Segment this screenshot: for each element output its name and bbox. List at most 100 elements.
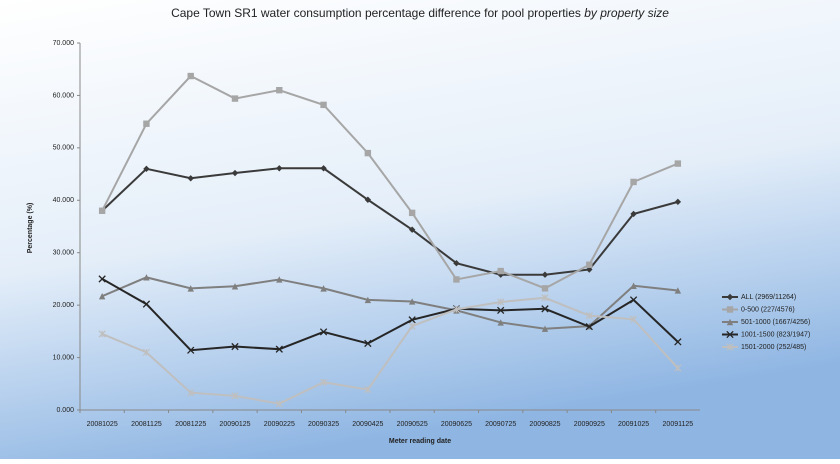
x-tick-label: 20090625 (441, 421, 472, 428)
data-point (319, 328, 328, 336)
data-point (187, 175, 194, 182)
legend-marker (726, 318, 734, 326)
data-point (674, 198, 682, 206)
y-tick-label: 60.000 (53, 92, 75, 99)
data-point (320, 285, 327, 292)
data-point (453, 260, 460, 267)
series-line (101, 74, 679, 290)
data-point (497, 298, 505, 306)
y-tick-label: 70.000 (53, 40, 75, 47)
data-point (231, 283, 239, 290)
x-axis-label: Meter reading date (389, 438, 451, 445)
data-point (585, 312, 593, 320)
data-point (541, 271, 549, 278)
data-point (585, 322, 593, 331)
data-point (364, 149, 372, 157)
data-point (408, 322, 416, 330)
data-point (364, 339, 372, 348)
title-italic: by property size (584, 6, 669, 20)
data-point (98, 293, 106, 300)
data-point (674, 287, 682, 294)
x-tick-label: 20090825 (529, 421, 560, 428)
data-point (630, 210, 637, 218)
legend-marker (726, 293, 734, 301)
chart-title: Cape Town SR1 water consumption percenta… (171, 6, 669, 20)
x-tick-label: 20090125 (219, 421, 250, 428)
y-tick-label: 50.000 (53, 145, 75, 152)
data-point (586, 266, 593, 273)
x-tick-label: 20091125 (663, 421, 694, 428)
data-point (187, 346, 195, 354)
data-point (364, 196, 372, 203)
data-point (187, 285, 194, 292)
data-point (276, 165, 283, 172)
x-tick-label: 20081125 (131, 421, 162, 428)
data-point (408, 226, 416, 233)
data-point (143, 274, 150, 281)
data-point (231, 392, 239, 400)
x-tick-label: 20090325 (308, 421, 339, 428)
x-tick-label: 20090525 (397, 421, 428, 428)
data-point (143, 120, 150, 127)
x-tick-label: 20090925 (574, 421, 605, 428)
legend-label: 1501-2000 (252/485) (741, 344, 806, 351)
data-point (143, 165, 150, 173)
title-main: Cape Town SR1 water consumption percenta… (171, 6, 581, 20)
data-point (98, 207, 106, 214)
data-point (320, 165, 327, 172)
y-tick-label: 0.000 (56, 407, 74, 414)
data-point (231, 169, 239, 177)
x-tick-label: 20090225 (264, 421, 295, 428)
data-point (187, 389, 195, 397)
legend-label: 1001-1500 (823/1947) (741, 331, 810, 338)
x-tick-label: 20090725 (485, 421, 516, 428)
series-line (101, 276, 678, 330)
x-tick-label: 20081025 (87, 421, 118, 428)
data-point (497, 306, 505, 315)
legend-marker (726, 330, 734, 339)
data-point (453, 276, 460, 283)
data-point (142, 300, 151, 308)
data-point (497, 267, 504, 275)
x-tick-label: 20091025 (618, 421, 649, 428)
data-point (275, 345, 283, 353)
y-axis-label: Percentage (%) (27, 203, 34, 254)
data-point (187, 72, 194, 80)
data-point (276, 86, 283, 94)
series-line (101, 296, 679, 405)
data-point (541, 294, 549, 302)
data-point (364, 296, 372, 304)
data-point (408, 209, 416, 217)
data-point (674, 364, 682, 372)
data-point (320, 101, 327, 109)
data-point (364, 385, 372, 394)
data-point (630, 282, 637, 289)
x-tick-label: 20081225 (175, 421, 206, 428)
legend-marker (726, 343, 734, 351)
data-point (231, 342, 239, 351)
y-tick-label: 40.000 (53, 197, 75, 204)
legend-marker (726, 306, 734, 313)
x-tick-label: 20090425 (352, 421, 383, 428)
data-point (541, 305, 549, 313)
data-point (497, 319, 504, 326)
data-point (674, 160, 682, 167)
data-point (586, 261, 593, 268)
data-point (98, 330, 106, 338)
legend-label: ALL (2969/11264) (741, 294, 796, 301)
data-point (408, 298, 416, 305)
data-point (541, 325, 549, 332)
data-point (629, 315, 638, 323)
data-point (231, 95, 239, 102)
y-tick-label: 20.000 (53, 302, 75, 309)
data-point (452, 305, 461, 313)
data-point (98, 275, 106, 283)
data-point (629, 296, 638, 304)
y-tick-label: 10.000 (53, 354, 75, 361)
series-line (101, 278, 679, 352)
legend-label: 501-1000 (1667/4256) (741, 319, 810, 326)
y-tick-label: 30.000 (53, 250, 75, 257)
data-point (142, 348, 151, 356)
